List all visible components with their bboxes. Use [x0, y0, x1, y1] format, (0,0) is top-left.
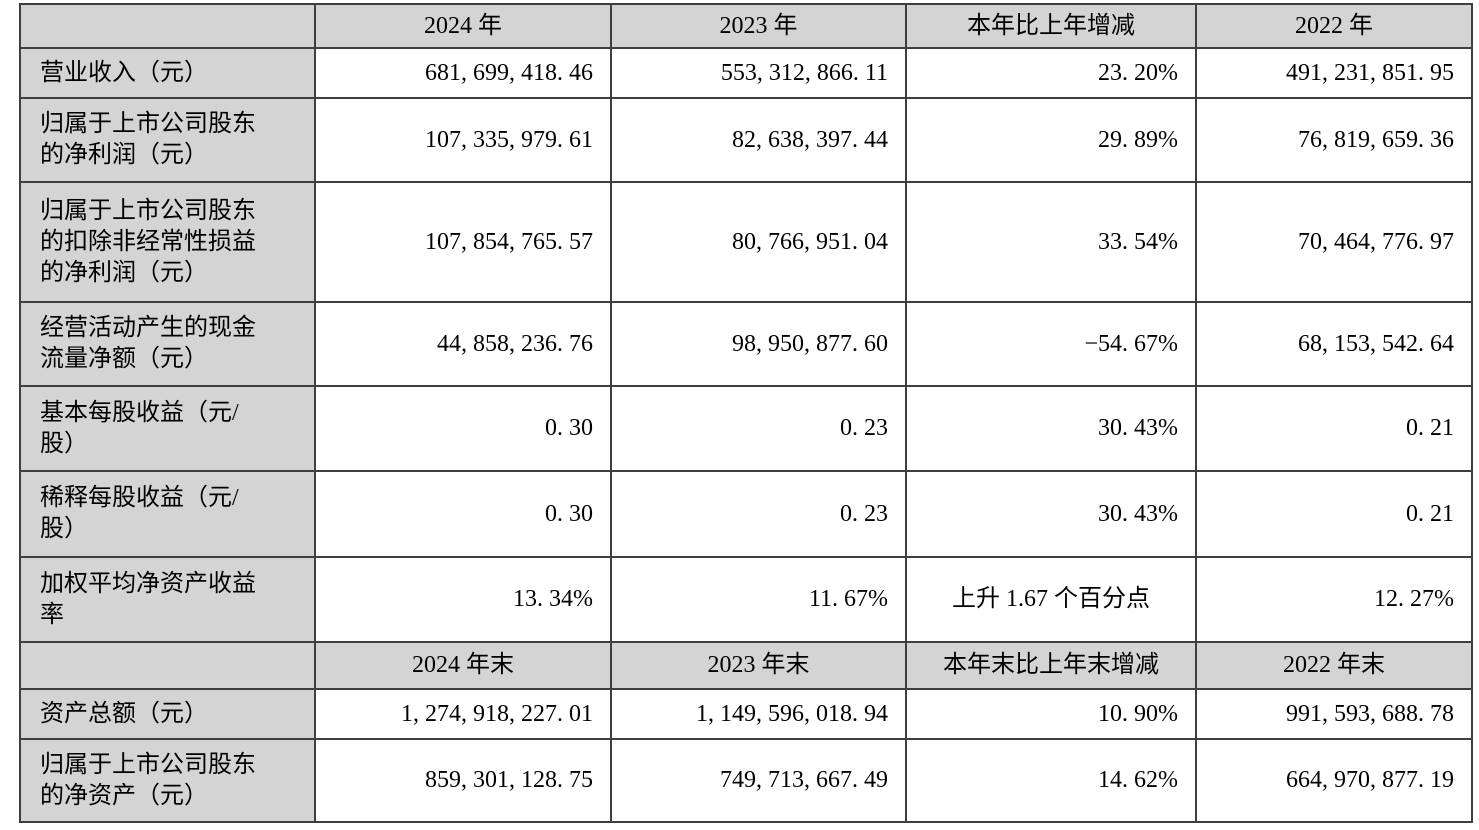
row-label: 归属于上市公司股东 的净利润（元） [19, 97, 316, 183]
value-2024: 107, 335, 979. 61 [314, 97, 612, 183]
table-row-diluted-eps: 稀释每股收益（元/ 股） 0. 30 0. 23 30. 43% 0. 21 [19, 470, 1473, 558]
row-label: 归属于上市公司股东 的扣除非经常性损益 的净利润（元） [19, 181, 316, 303]
table-row-basic-eps: 基本每股收益（元/ 股） 0. 30 0. 23 30. 43% 0. 21 [19, 385, 1473, 472]
value-2023: 553, 312, 866. 11 [610, 47, 907, 99]
key-financials-table: 2024 年 2023 年 本年比上年增减 2022 年 营业收入（元） 681… [19, 3, 1473, 823]
header-empty-cell [19, 641, 316, 690]
value-change: 10. 90% [905, 688, 1197, 740]
value-2023: 749, 713, 667. 49 [610, 738, 907, 823]
value-2024: 859, 301, 128. 75 [314, 738, 612, 823]
table-row-net-profit: 归属于上市公司股东 的净利润（元） 107, 335, 979. 61 82, … [19, 97, 1473, 183]
value-2022: 491, 231, 851. 95 [1195, 47, 1473, 99]
header-2024-end: 2024 年末 [314, 641, 612, 690]
value-2023: 0. 23 [610, 385, 907, 472]
value-change: 29. 89% [905, 97, 1197, 183]
value-change: 23. 20% [905, 47, 1197, 99]
table-row-weighted-roe: 加权平均净资产收益 率 13. 34% 11. 67% 上升 1.67 个百分点… [19, 556, 1473, 643]
table-row-revenue: 营业收入（元） 681, 699, 418. 46 553, 312, 866.… [19, 47, 1473, 99]
row-label: 基本每股收益（元/ 股） [19, 385, 316, 472]
value-2024: 0. 30 [314, 385, 612, 472]
header-2022: 2022 年 [1195, 3, 1473, 49]
value-2022: 70, 464, 776. 97 [1195, 181, 1473, 303]
value-change: 33. 54% [905, 181, 1197, 303]
header-2023-end: 2023 年末 [610, 641, 907, 690]
value-2023: 11. 67% [610, 556, 907, 643]
value-2024: 107, 854, 765. 57 [314, 181, 612, 303]
value-2022: 68, 153, 542. 64 [1195, 301, 1473, 387]
table-row-deducted-net-profit: 归属于上市公司股东 的扣除非经常性损益 的净利润（元） 107, 854, 76… [19, 181, 1473, 303]
value-change: 30. 43% [905, 385, 1197, 472]
header-2022-end: 2022 年末 [1195, 641, 1473, 690]
table-row-net-assets: 归属于上市公司股东 的净资产（元） 859, 301, 128. 75 749,… [19, 738, 1473, 823]
value-2024: 44, 858, 236. 76 [314, 301, 612, 387]
row-label: 营业收入（元） [19, 47, 316, 99]
header-change: 本年比上年增减 [905, 3, 1197, 49]
value-2024: 0. 30 [314, 470, 612, 558]
row-label: 经营活动产生的现金 流量净额（元） [19, 301, 316, 387]
table-row-operating-cash-flow: 经营活动产生的现金 流量净额（元） 44, 858, 236. 76 98, 9… [19, 301, 1473, 387]
value-2023: 0. 23 [610, 470, 907, 558]
value-2022: 0. 21 [1195, 470, 1473, 558]
value-2023: 98, 950, 877. 60 [610, 301, 907, 387]
value-2022: 0. 21 [1195, 385, 1473, 472]
value-2022: 664, 970, 877. 19 [1195, 738, 1473, 823]
value-2023: 82, 638, 397. 44 [610, 97, 907, 183]
value-2023: 1, 149, 596, 018. 94 [610, 688, 907, 740]
row-label: 资产总额（元） [19, 688, 316, 740]
value-change: 上升 1.67 个百分点 [905, 556, 1197, 643]
value-change: 14. 62% [905, 738, 1197, 823]
header-2024: 2024 年 [314, 3, 612, 49]
row-label: 稀释每股收益（元/ 股） [19, 470, 316, 558]
value-2023: 80, 766, 951. 04 [610, 181, 907, 303]
period-header-row-annual: 2024 年 2023 年 本年比上年增减 2022 年 [19, 3, 1473, 49]
row-label: 归属于上市公司股东 的净资产（元） [19, 738, 316, 823]
value-change: −54. 67% [905, 301, 1197, 387]
value-2024: 681, 699, 418. 46 [314, 47, 612, 99]
table-row-total-assets: 资产总额（元） 1, 274, 918, 227. 01 1, 149, 596… [19, 688, 1473, 740]
value-change: 30. 43% [905, 470, 1197, 558]
period-header-row-year-end: 2024 年末 2023 年末 本年末比上年末增减 2022 年末 [19, 641, 1473, 690]
header-empty-cell [19, 3, 316, 49]
value-2022: 991, 593, 688. 78 [1195, 688, 1473, 740]
row-label: 加权平均净资产收益 率 [19, 556, 316, 643]
value-2022: 12. 27% [1195, 556, 1473, 643]
header-2023: 2023 年 [610, 3, 907, 49]
value-2024: 13. 34% [314, 556, 612, 643]
header-change-end: 本年末比上年末增减 [905, 641, 1197, 690]
value-2024: 1, 274, 918, 227. 01 [314, 688, 612, 740]
value-2022: 76, 819, 659. 36 [1195, 97, 1473, 183]
